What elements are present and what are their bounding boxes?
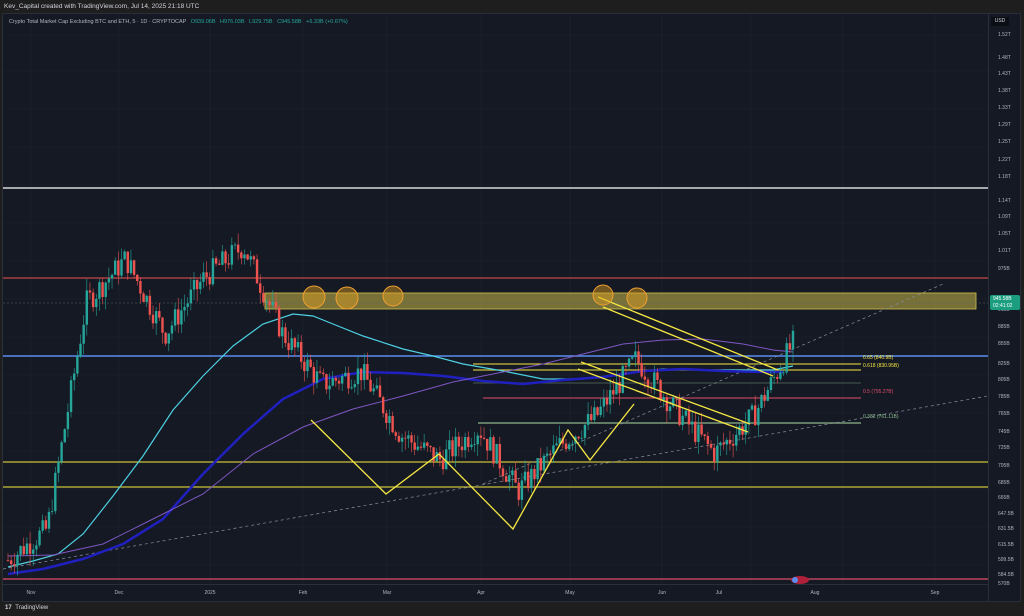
price-tick: 1.25T <box>998 139 1011 145</box>
price-axis[interactable]: USD 1.52T 1.48T 1.43T 1.38T 1.33T 1.29T 1.25T 1… <box>988 14 1022 602</box>
time-tick: Sep <box>930 590 940 596</box>
ma-purple <box>7 338 794 557</box>
fib-label-05: 0.5 (795.27B) <box>863 389 894 395</box>
candlesticks <box>6 233 795 576</box>
chart-plot[interactable] <box>3 14 988 584</box>
price-tick: 1.29T <box>998 122 1011 128</box>
price-tick: 615.5B <box>998 542 1014 548</box>
time-axis[interactable]: Nov Dec 2025 Feb Mar Apr May Jun Jul Aug Sep <box>3 584 988 602</box>
time-tick: Feb <box>298 590 308 596</box>
time-tick: Aug <box>810 590 820 596</box>
price-tick: 805B <box>998 377 1010 383</box>
price-tick: 1.52T <box>998 32 1011 38</box>
price-tick: 705B <box>998 463 1010 469</box>
price-tick: 885B <box>998 324 1010 330</box>
price-tick: 1.01T <box>998 248 1011 254</box>
price-tick: 665B <box>998 495 1010 501</box>
trendline-long <box>3 395 988 570</box>
descending-channel <box>577 296 779 433</box>
fib-label-065: 0.65 (840.9B) <box>863 355 894 361</box>
footer-brand: TradingView <box>15 605 49 611</box>
price-tick: 975B <box>998 266 1010 272</box>
current-price: 945.58B <box>993 296 1012 302</box>
price-tick: 1.33T <box>998 105 1011 111</box>
chart-legend: Crypto Total Market Cap Excluding BTC an… <box>9 19 348 25</box>
ohlc-low: L929.75B <box>249 19 273 25</box>
price-tick: 1.09T <box>998 214 1011 220</box>
price-tick: 915B <box>998 307 1010 313</box>
price-tick: 855B <box>998 341 1010 347</box>
footer: 17 TradingView <box>0 602 1024 616</box>
ohlc-close: C945.58B <box>277 19 302 25</box>
price-tick: 1.14T <box>998 198 1011 204</box>
time-tick: Jul <box>715 590 723 596</box>
symbol-title: Crypto Total Market Cap Excluding BTC an… <box>9 19 187 25</box>
time-tick: Mar <box>382 590 392 596</box>
price-tick: 745B <box>998 429 1010 435</box>
zigzag-projection <box>310 403 635 531</box>
price-tick: 1.48T <box>998 55 1011 61</box>
resistance-touches <box>302 284 648 310</box>
current-price-badge: 945.58B 02:41:02 <box>990 295 1020 310</box>
price-tick: 785B <box>998 394 1010 400</box>
time-tick: 2025 <box>204 590 216 596</box>
currency-selector[interactable]: USD <box>991 17 1009 26</box>
price-tick: 1.43T <box>998 71 1011 77</box>
price-tick: 825B <box>998 361 1010 367</box>
price-tick: 584.5B <box>998 572 1014 578</box>
time-tick: Apr <box>477 590 485 596</box>
price-tick: 685B <box>998 480 1010 486</box>
price-tick: 1.22T <box>998 157 1011 163</box>
fib-label-0382: 0.382 (761.11B) <box>863 414 899 420</box>
ohlc-change: +6.33B (+0.67%) <box>306 19 348 25</box>
price-tick: 765B <box>998 411 1010 417</box>
time-tick: Dec <box>114 590 124 596</box>
attribution-text: Kev_Capital created with TradingView.com… <box>4 3 200 10</box>
price-tick: 570B <box>998 581 1010 587</box>
time-tick: Nov <box>26 590 36 596</box>
resistance-zone <box>264 292 977 310</box>
ma-blue <box>7 367 783 576</box>
price-tick: 647.5B <box>998 511 1014 517</box>
price-tick: 1.05T <box>998 231 1011 237</box>
price-tick: 725B <box>998 445 1010 451</box>
fib-label-0618: 0.618 (830.95B) <box>863 363 899 369</box>
price-tick: 1.18T <box>998 174 1011 180</box>
ema-cyan <box>7 313 794 568</box>
time-tick: May <box>565 590 575 596</box>
chart-frame[interactable]: Crypto Total Market Cap Excluding BTC an… <box>2 13 1021 602</box>
tradingview-logo-icon: 17 <box>5 605 12 611</box>
bar-countdown: 02:41:02 <box>993 303 1013 309</box>
attribution-bar: Kev_Capital created with TradingView.com… <box>0 0 1024 13</box>
time-tick: Jun <box>657 590 667 596</box>
price-tick: 1.38T <box>998 88 1011 94</box>
ohlc-open: O939.06B <box>190 19 216 25</box>
flag-icon[interactable] <box>791 576 809 584</box>
price-tick: 631.5B <box>998 526 1014 532</box>
price-tick: 599.5B <box>998 557 1014 563</box>
ohlc-high: H976.03B <box>220 19 245 25</box>
